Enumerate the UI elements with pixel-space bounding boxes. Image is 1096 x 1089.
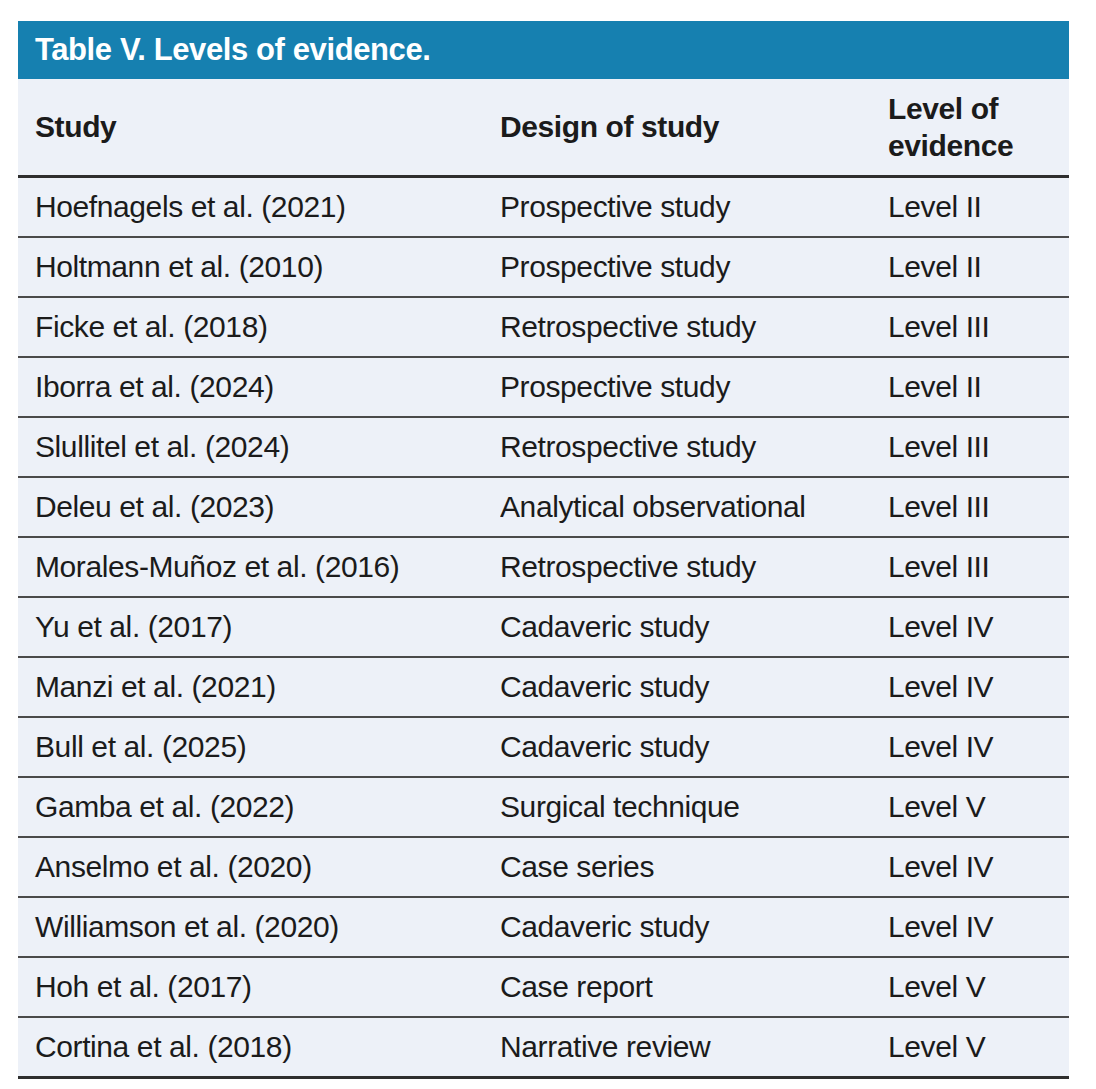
cell-level: Level II	[888, 177, 1069, 238]
table-row: Holtmann et al. (2010) Prospective study…	[18, 237, 1069, 297]
table-row: Bull et al. (2025) Cadaveric study Level…	[18, 717, 1069, 777]
cell-design: Cadaveric study	[500, 657, 888, 717]
cell-study: Anselmo et al. (2020)	[18, 837, 500, 897]
cell-design: Prospective study	[500, 177, 888, 238]
table-row: Iborra et al. (2024) Prospective study L…	[18, 357, 1069, 417]
cell-study: Manzi et al. (2021)	[18, 657, 500, 717]
table-body: Hoefnagels et al. (2021) Prospective stu…	[18, 177, 1069, 1078]
table-title-bar: Table V. Levels of evidence.	[18, 21, 1069, 79]
cell-study: Holtmann et al. (2010)	[18, 237, 500, 297]
cell-level: Level IV	[888, 597, 1069, 657]
cell-level: Level IV	[888, 897, 1069, 957]
table-row: Deleu et al. (2023) Analytical observati…	[18, 477, 1069, 537]
cell-design: Retrospective study	[500, 417, 888, 477]
cell-level: Level III	[888, 297, 1069, 357]
column-header-design: Design of study	[500, 79, 888, 177]
table-row: Gamba et al. (2022) Surgical technique L…	[18, 777, 1069, 837]
cell-study: Morales-Muñoz et al. (2016)	[18, 537, 500, 597]
levels-of-evidence-table: Study Design of study Level of evidence …	[18, 79, 1069, 1079]
cell-level: Level III	[888, 417, 1069, 477]
column-header-level: Level of evidence	[888, 79, 1069, 177]
table-row: Manzi et al. (2021) Cadaveric study Leve…	[18, 657, 1069, 717]
cell-level: Level V	[888, 1017, 1069, 1078]
table-row: Morales-Muñoz et al. (2016) Retrospectiv…	[18, 537, 1069, 597]
cell-design: Surgical technique	[500, 777, 888, 837]
table-row: Cortina et al. (2018) Narrative review L…	[18, 1017, 1069, 1078]
cell-level: Level II	[888, 237, 1069, 297]
table-row: Hoefnagels et al. (2021) Prospective stu…	[18, 177, 1069, 238]
cell-level: Level IV	[888, 657, 1069, 717]
table-header-row: Study Design of study Level of evidence	[18, 79, 1069, 177]
cell-study: Cortina et al. (2018)	[18, 1017, 500, 1078]
cell-level: Level II	[888, 357, 1069, 417]
cell-level: Level V	[888, 777, 1069, 837]
cell-design: Narrative review	[500, 1017, 888, 1078]
cell-level: Level III	[888, 477, 1069, 537]
cell-design: Cadaveric study	[500, 897, 888, 957]
cell-study: Yu et al. (2017)	[18, 597, 500, 657]
table-row: Hoh et al. (2017) Case report Level V	[18, 957, 1069, 1017]
cell-study: Slullitel et al. (2024)	[18, 417, 500, 477]
cell-level: Level IV	[888, 837, 1069, 897]
cell-study: Williamson et al. (2020)	[18, 897, 500, 957]
cell-study: Iborra et al. (2024)	[18, 357, 500, 417]
cell-design: Analytical observational	[500, 477, 888, 537]
cell-design: Case series	[500, 837, 888, 897]
column-header-study: Study	[18, 79, 500, 177]
cell-study: Ficke et al. (2018)	[18, 297, 500, 357]
table-row: Ficke et al. (2018) Retrospective study …	[18, 297, 1069, 357]
table-row: Slullitel et al. (2024) Retrospective st…	[18, 417, 1069, 477]
table-title: Table V. Levels of evidence.	[18, 32, 430, 68]
table-row: Anselmo et al. (2020) Case series Level …	[18, 837, 1069, 897]
cell-design: Retrospective study	[500, 297, 888, 357]
table-row: Yu et al. (2017) Cadaveric study Level I…	[18, 597, 1069, 657]
cell-level: Level V	[888, 957, 1069, 1017]
cell-design: Case report	[500, 957, 888, 1017]
cell-study: Gamba et al. (2022)	[18, 777, 500, 837]
evidence-table: Table V. Levels of evidence. Study Desig…	[18, 21, 1069, 1079]
cell-design: Cadaveric study	[500, 597, 888, 657]
table-row: Williamson et al. (2020) Cadaveric study…	[18, 897, 1069, 957]
cell-level: Level IV	[888, 717, 1069, 777]
cell-design: Retrospective study	[500, 537, 888, 597]
cell-study: Hoh et al. (2017)	[18, 957, 500, 1017]
cell-level: Level III	[888, 537, 1069, 597]
cell-study: Hoefnagels et al. (2021)	[18, 177, 500, 238]
cell-design: Prospective study	[500, 357, 888, 417]
cell-design: Cadaveric study	[500, 717, 888, 777]
cell-design: Prospective study	[500, 237, 888, 297]
cell-study: Bull et al. (2025)	[18, 717, 500, 777]
cell-study: Deleu et al. (2023)	[18, 477, 500, 537]
